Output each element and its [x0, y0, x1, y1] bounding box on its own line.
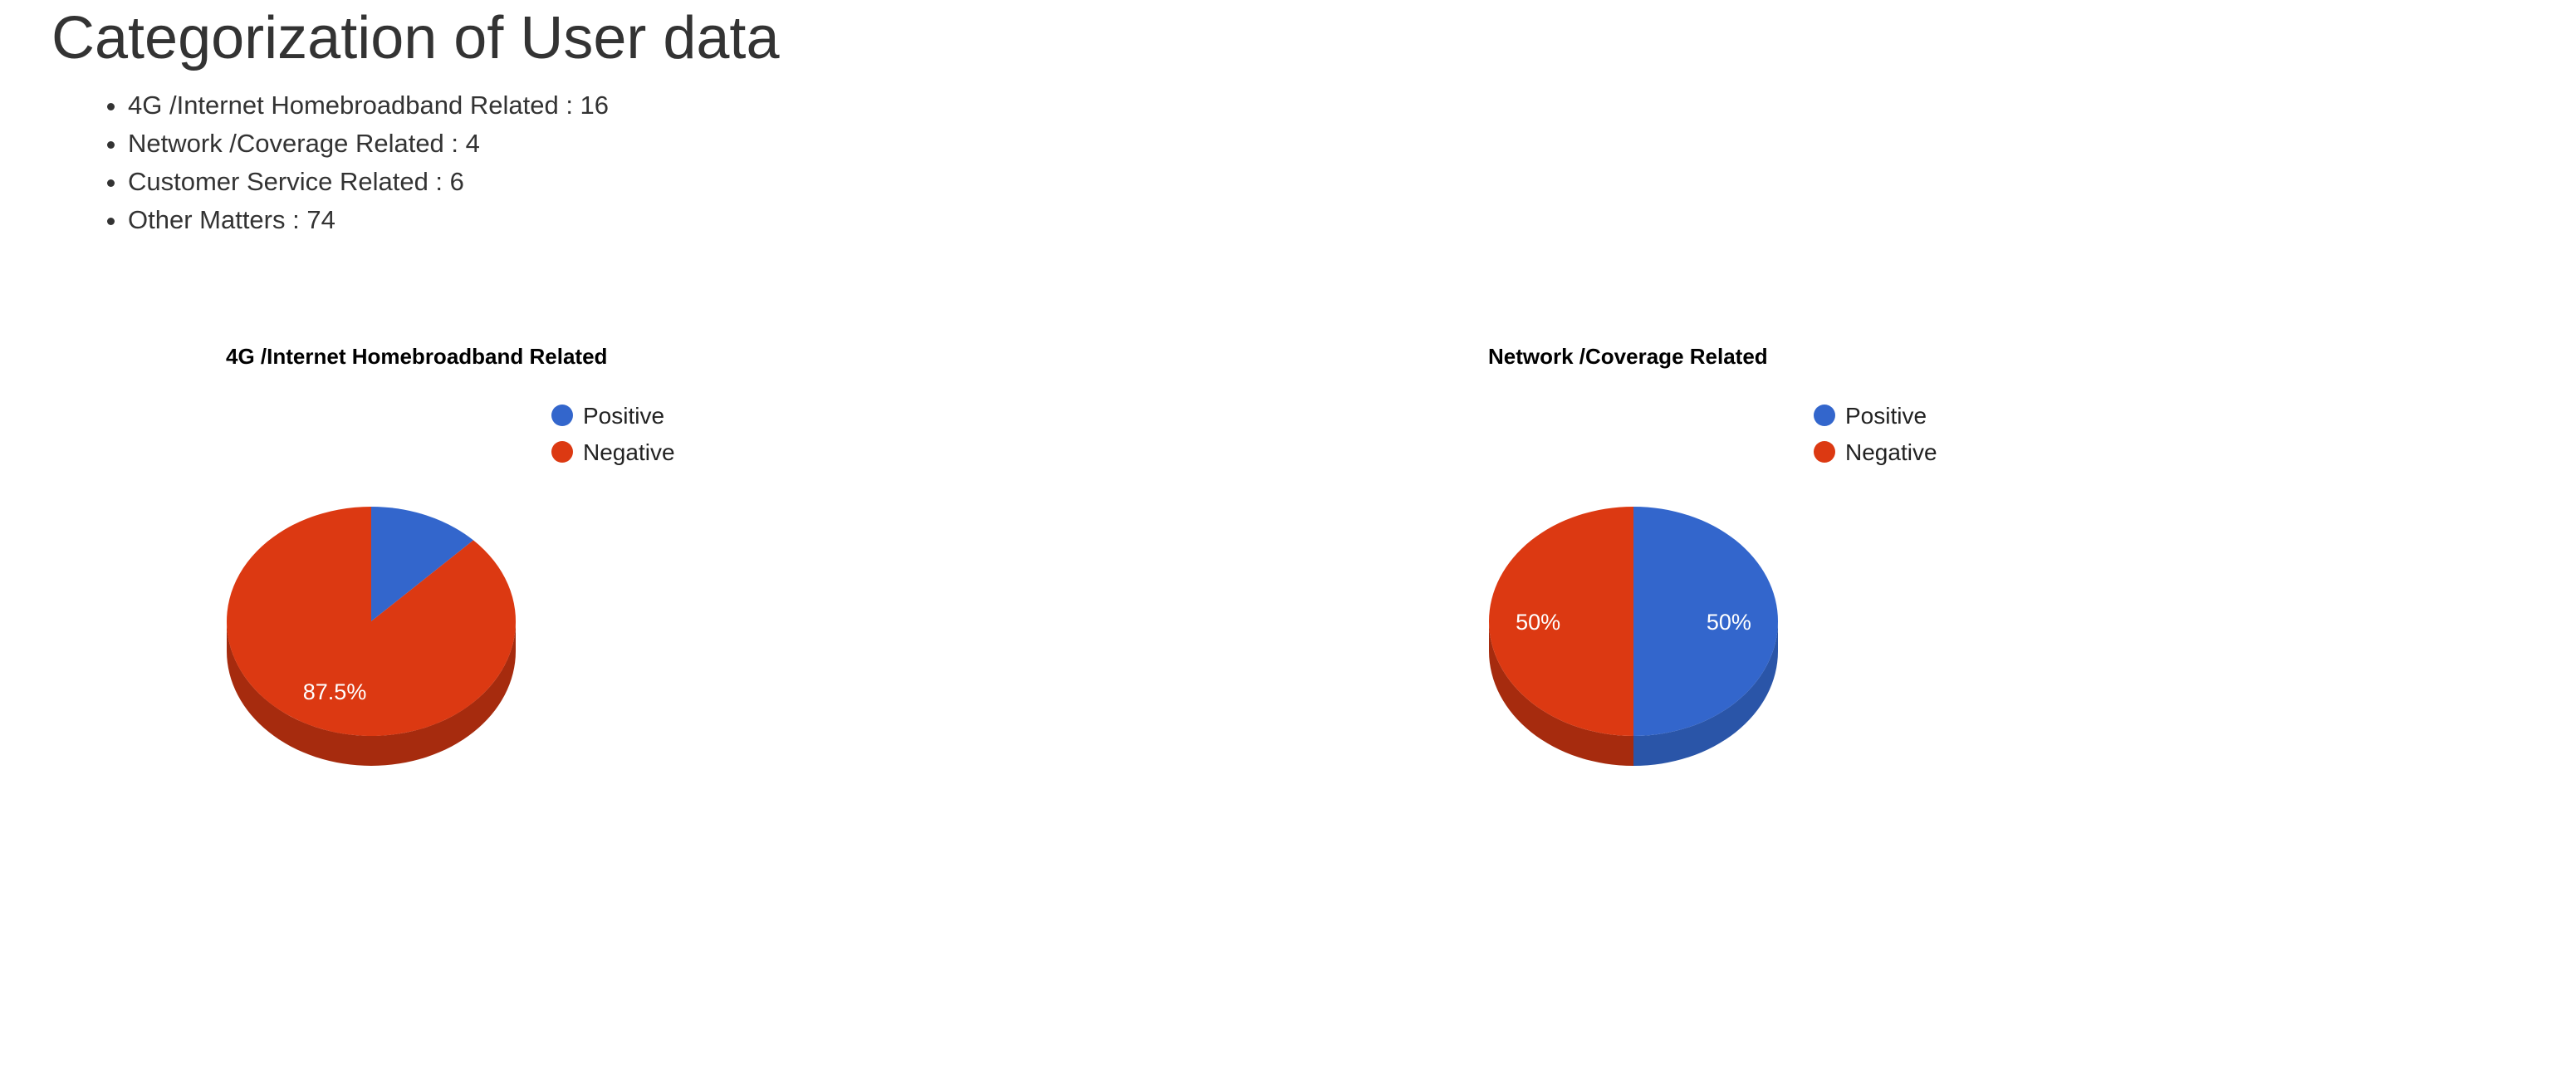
pie-side-negative — [1489, 621, 1633, 766]
chart-network-coverage: Network /Coverage Related Positive Negativ… — [1262, 316, 2425, 814]
pie-slice-negative — [226, 507, 516, 736]
legend-marker-positive — [551, 405, 573, 426]
chart-title: 4G /Internet Homebroadband Related — [226, 344, 607, 369]
chart-4g-internet: 4G /Internet Homebroadband Related Positi… — [0, 316, 1163, 814]
slice-label-negative: 50% — [1516, 610, 1560, 635]
pie-side-negative — [227, 621, 516, 766]
pie-slice-positive — [1633, 507, 1778, 736]
legend-label-positive: Positive — [1845, 403, 1927, 429]
chart-title: Network /Coverage Related — [1488, 344, 1768, 369]
page-title: Categorization of User data — [51, 5, 780, 71]
pie-chart-4g-internet: 4G /Internet Homebroadband Related Positi… — [226, 344, 675, 766]
slice-label-negative: 87.5% — [303, 679, 367, 704]
legend-marker-negative — [1814, 441, 1835, 463]
legend-marker-negative — [551, 441, 573, 463]
summary-item-4g-internet: 4G /Internet Homebroadband Related : 16 — [128, 86, 609, 125]
pie-side-positive — [1633, 621, 1778, 766]
summary-list: 4G /Internet Homebroadband Related : 16 … — [93, 86, 609, 239]
slice-label-positive: 50% — [1707, 610, 1751, 635]
legend-label-positive: Positive — [583, 403, 664, 429]
pie-slice-negative — [1489, 507, 1633, 736]
pie-chart-network-coverage: Network /Coverage Related Positive Negativ… — [1488, 344, 1937, 766]
summary-item-other-matters: Other Matters : 74 — [128, 201, 609, 239]
legend-marker-positive — [1814, 405, 1835, 426]
pie-slice-positive — [371, 507, 474, 621]
summary-item-network-coverage: Network /Coverage Related : 4 — [128, 125, 609, 163]
summary-item-customer-service: Customer Service Related : 6 — [128, 163, 609, 201]
legend-label-negative: Negative — [1845, 439, 1937, 465]
legend-label-negative: Negative — [583, 439, 675, 465]
